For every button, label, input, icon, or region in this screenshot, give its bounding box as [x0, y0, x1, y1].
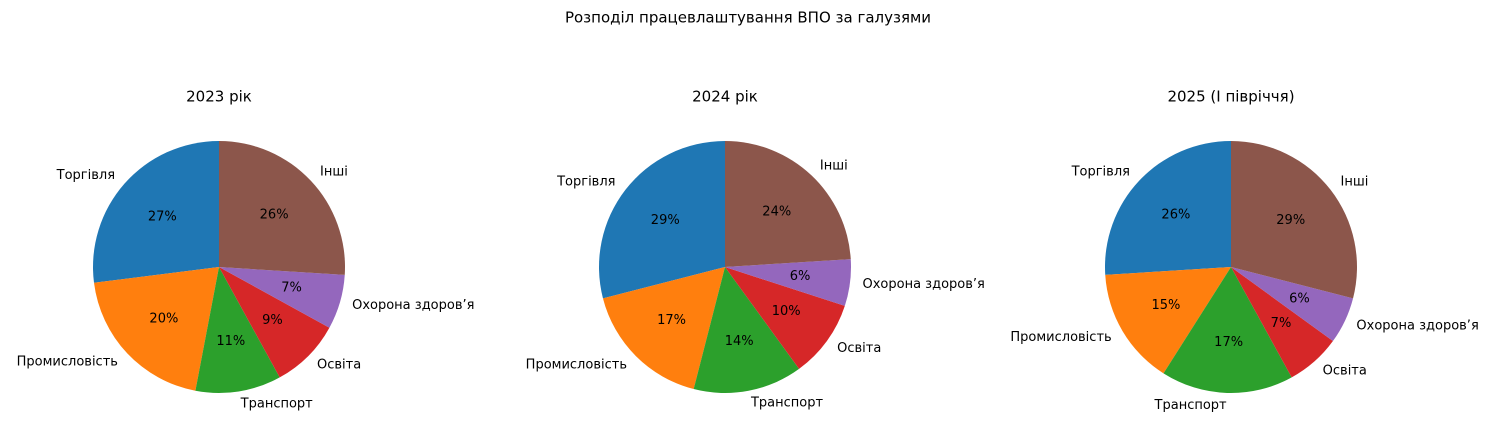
category-label: Торгівля	[56, 168, 115, 183]
value-label: 10%	[772, 304, 801, 319]
pie-slice	[219, 141, 345, 275]
pie-slice	[219, 267, 345, 328]
pie-slice	[92, 141, 219, 283]
chart-title: 2025 (I півріччя)	[1167, 88, 1294, 106]
value-label: 17%	[1214, 335, 1243, 350]
category-label: Інші	[1341, 175, 1369, 190]
pie-slice	[1105, 141, 1231, 275]
pie-slice	[725, 267, 845, 369]
value-label: 6%	[790, 269, 811, 284]
category-label: Освіта	[317, 358, 361, 373]
pie-slice	[725, 141, 851, 267]
pie-slice	[93, 267, 219, 391]
chart-title: 2023 рік	[186, 88, 252, 106]
category-label: Промисловість	[526, 358, 627, 373]
category-label: Охорона здоров’я	[352, 298, 474, 313]
pie-slice	[195, 267, 280, 393]
value-label: 14%	[725, 334, 754, 349]
category-label: Транспорт	[750, 396, 824, 411]
pie-slice	[602, 267, 725, 390]
value-label: 24%	[762, 204, 791, 219]
category-label: Охорона здоров’я	[1356, 319, 1478, 334]
value-label: 29%	[1276, 213, 1305, 228]
value-label: 7%	[281, 281, 302, 296]
value-label: 11%	[216, 334, 245, 349]
value-label: 26%	[260, 208, 289, 223]
value-label: 17%	[657, 313, 686, 328]
value-label: 27%	[148, 210, 177, 225]
pie-slice	[1231, 141, 1357, 299]
pie-slice	[1163, 267, 1292, 393]
chart-title: 2024 рік	[692, 88, 758, 106]
value-label: 7%	[1271, 316, 1292, 331]
value-label: 20%	[149, 311, 178, 326]
pie-slice	[219, 267, 330, 378]
category-label: Охорона здоров’я	[863, 277, 985, 292]
figure-title: Розподіл працевлаштування ВПО за галузям…	[565, 9, 931, 27]
pie-slice	[1231, 267, 1333, 378]
category-label: Інші	[820, 158, 848, 173]
pie-slice	[1231, 267, 1354, 342]
pie-slice	[1105, 267, 1231, 374]
category-label: Торгівля	[1071, 165, 1130, 180]
pie-slice	[693, 267, 800, 393]
category-label: Транспорт	[1154, 398, 1228, 413]
pie-slice	[598, 141, 725, 299]
category-label: Інші	[320, 165, 348, 180]
value-label: 9%	[262, 313, 283, 328]
category-label: Торгівля	[556, 175, 615, 190]
value-label: 26%	[1161, 208, 1190, 223]
category-label: Промисловість	[1010, 330, 1111, 345]
category-label: Промисловість	[17, 354, 118, 369]
category-label: Освіта	[1323, 363, 1367, 378]
value-label: 15%	[1151, 298, 1180, 313]
pie-slice	[725, 259, 851, 306]
value-label: 29%	[651, 213, 680, 228]
value-label: 6%	[1289, 292, 1310, 307]
category-label: Освіта	[837, 341, 881, 356]
category-label: Транспорт	[240, 396, 314, 411]
